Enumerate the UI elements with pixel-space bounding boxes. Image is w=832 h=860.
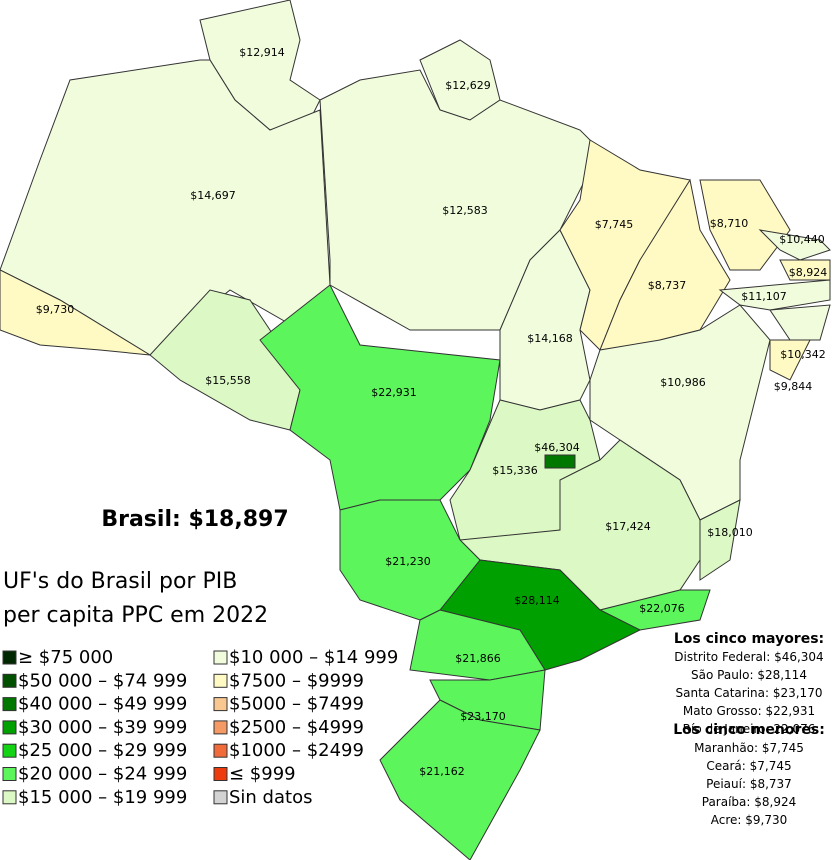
state-label: $12,914 <box>239 46 285 59</box>
ranking-item: São Paulo: $28,114 <box>691 668 807 682</box>
ranking-item: Mato Grosso: $22,931 <box>683 704 815 718</box>
state-label: $12,583 <box>442 204 488 217</box>
ranking-item: Acre: $9,730 <box>711 813 788 827</box>
state-label: $18,010 <box>707 526 753 539</box>
state-label: $7,745 <box>595 218 634 231</box>
legend-label: $25 000 – $29 999 <box>18 740 187 761</box>
ranking-item: Peiauí: $8,737 <box>706 777 792 791</box>
state-label: $23,170 <box>460 710 506 723</box>
state-label: $14,168 <box>527 332 573 345</box>
legend-label: $15 000 – $19 999 <box>18 787 187 808</box>
legend-label: $5000 – $7499 <box>229 694 364 715</box>
title: per capita PPC em 2022 <box>3 603 268 628</box>
legend-swatch <box>213 720 228 735</box>
legend-swatch <box>2 767 17 781</box>
state <box>544 454 576 469</box>
legend-swatch <box>2 697 17 712</box>
state-label: $12,629 <box>445 79 491 92</box>
state-labels: $12,914 $12,629 $14,697 $12,583 $7,745 $… <box>36 46 828 778</box>
state-label: $21,866 <box>455 652 501 665</box>
legend-label: $7500 – $9999 <box>229 670 364 691</box>
legend-swatch <box>2 790 17 805</box>
ranking-heading: Los cinco menores: <box>673 722 825 738</box>
rankings: Los cinco mayores: Distrito Federal: $46,… <box>673 631 825 827</box>
legend-swatch <box>213 650 228 665</box>
ranking-item: Maranhão: $7,745 <box>694 741 804 755</box>
state-label: $8,924 <box>789 266 828 279</box>
state <box>769 339 811 381</box>
ranking-item: Distrito Federal: $46,304 <box>674 650 823 664</box>
legend-label: ≥ $75 000 <box>18 647 113 668</box>
state <box>699 179 791 271</box>
state-label: $8,737 <box>648 279 687 292</box>
state-label: $9,730 <box>36 303 75 316</box>
legend-label: ≤ $999 <box>229 764 296 785</box>
state <box>769 304 831 341</box>
ranking-item: Río de Janeiro: 22,076 <box>683 722 816 736</box>
legend-label: Sin datos <box>229 787 312 808</box>
state-label: $22,076 <box>639 602 685 615</box>
legend-label: $10 000 – $14 999 <box>229 647 398 668</box>
legend-label: $40 000 – $49 999 <box>18 694 187 715</box>
ranking-heading: Los cinco mayores: <box>674 631 824 647</box>
state <box>758 229 831 261</box>
legend-label: $2500 – $4999 <box>229 717 364 738</box>
legend-swatch <box>213 790 228 805</box>
state <box>718 279 831 311</box>
ranking-item: Paraíba: $8,924 <box>702 795 797 809</box>
state-label: $15,558 <box>205 374 251 387</box>
state-label: $10,986 <box>660 376 706 389</box>
state <box>0 269 151 356</box>
state-label: $10,440 <box>779 233 825 246</box>
legend-label: $30 000 – $39 999 <box>18 717 187 738</box>
state <box>339 499 481 621</box>
state-label: $14,697 <box>190 189 236 202</box>
legend-swatch <box>2 743 17 758</box>
state <box>699 499 741 581</box>
legend-label: $50 000 – $74 999 <box>18 670 187 691</box>
ranking-item: Ceará: $7,745 <box>706 759 791 773</box>
legend-swatch <box>213 767 228 781</box>
ranking-item: Santa Catarina: $23,170 <box>676 686 823 700</box>
state-label: $46,304 <box>534 441 580 454</box>
state <box>379 699 541 860</box>
state-label: $15,336 <box>492 464 538 477</box>
legend-swatch <box>2 650 17 665</box>
legend: ≥ $75 000$50 000 – $74 999 $40 000 – $49 … <box>2 647 398 808</box>
title: UF's do Brasil por PIB <box>3 569 237 594</box>
state-label: $17,424 <box>605 520 651 533</box>
state-label: $22,931 <box>371 386 417 399</box>
state-label: $21,162 <box>419 765 465 778</box>
state-label: $9,844 <box>774 380 813 393</box>
legend-label: $1000 – $2499 <box>229 740 364 761</box>
state-label: $21,230 <box>385 555 431 568</box>
state-label: $8,710 <box>710 217 749 230</box>
state-label: $28,114 <box>514 594 560 607</box>
legend-swatch <box>2 673 17 688</box>
legend-swatch <box>213 743 228 758</box>
state-label: $10,342 <box>780 348 826 361</box>
state-label: $11,107 <box>741 290 787 303</box>
national-value: Brasil: $18,897 <box>101 507 288 532</box>
legend-swatch <box>213 673 228 688</box>
legend-label: $20 000 – $24 999 <box>18 764 187 785</box>
legend-swatch <box>2 720 17 735</box>
legend-swatch <box>213 697 228 712</box>
